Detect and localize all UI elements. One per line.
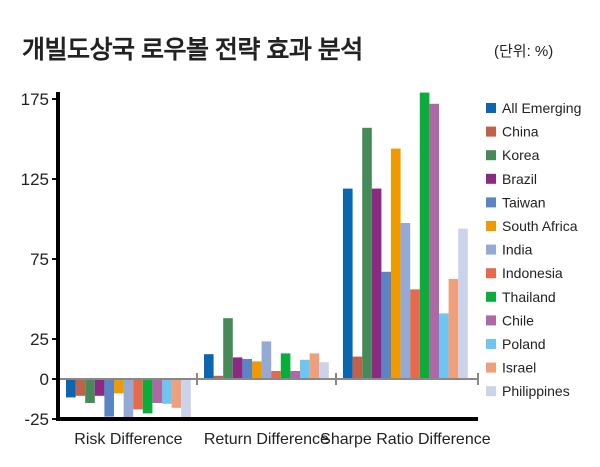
bar-taiwan bbox=[242, 359, 252, 379]
bar-chile bbox=[290, 371, 300, 379]
legend-label: Taiwan bbox=[502, 194, 546, 210]
chart-title: 개빌도상국 로우볼 전략 효과 분석 bbox=[22, 36, 363, 64]
bar-thailand bbox=[142, 379, 153, 414]
bar-taiwan bbox=[381, 271, 391, 379]
legend-swatch bbox=[486, 268, 496, 279]
bar-china bbox=[75, 379, 86, 396]
bar-korea bbox=[362, 127, 372, 379]
bar-chile bbox=[429, 103, 439, 380]
bar-all-emerging bbox=[343, 188, 353, 379]
y-tick-label: 25 bbox=[30, 330, 49, 349]
legend-swatch bbox=[486, 315, 496, 326]
bar-korea bbox=[85, 379, 95, 403]
x-category-label: Return Difference bbox=[204, 431, 329, 448]
bar-poland bbox=[300, 359, 310, 379]
bar-brazil bbox=[371, 188, 382, 379]
x-category-label: Sharpe Ratio Difference bbox=[320, 431, 491, 448]
bar-korea bbox=[223, 318, 233, 379]
bar-chile bbox=[152, 379, 162, 403]
bar-brazil bbox=[232, 357, 243, 379]
legend-label: Brazil bbox=[502, 171, 537, 187]
legend-label: India bbox=[502, 242, 533, 258]
bar-all-emerging bbox=[66, 379, 76, 398]
legend-swatch bbox=[486, 221, 496, 231]
legend-swatch bbox=[486, 244, 496, 255]
bar-indonesia bbox=[133, 379, 143, 410]
bar-israel bbox=[171, 379, 182, 408]
legend-swatch bbox=[486, 197, 496, 208]
bar-china bbox=[352, 356, 363, 379]
legend-label: Chile bbox=[502, 312, 534, 328]
y-tick-label: 75 bbox=[30, 250, 49, 269]
y-tick-label: 125 bbox=[21, 170, 49, 189]
y-tick-label: 0 bbox=[40, 370, 49, 389]
legend-label: All Emerging bbox=[502, 100, 581, 116]
bar-india bbox=[261, 341, 272, 379]
legend-label: Israel bbox=[502, 360, 536, 376]
legend-swatch bbox=[486, 386, 496, 397]
bar-thailand bbox=[280, 353, 291, 379]
legend-label: Poland bbox=[502, 336, 546, 352]
bar-indonesia bbox=[271, 371, 281, 379]
legend-label: Thailand bbox=[502, 289, 556, 305]
bar-south-africa bbox=[391, 148, 401, 379]
unit-note: (단위: %) bbox=[494, 43, 554, 60]
bar-poland bbox=[162, 379, 172, 404]
bar-all-emerging bbox=[204, 354, 214, 379]
legend-label: China bbox=[502, 124, 539, 140]
legend-label: Philippines bbox=[502, 383, 570, 399]
legend-swatch bbox=[486, 126, 496, 137]
legend-swatch bbox=[486, 150, 496, 161]
bar-israel bbox=[448, 279, 459, 379]
legend-swatch bbox=[486, 291, 496, 302]
legend-swatch bbox=[486, 103, 496, 113]
x-category-label: Risk Difference bbox=[74, 431, 182, 448]
legend-swatch bbox=[486, 362, 496, 373]
bar-philippines bbox=[458, 228, 468, 379]
legend-swatch bbox=[486, 339, 496, 349]
bar-south-africa bbox=[252, 361, 262, 379]
legend-label: Korea bbox=[502, 147, 540, 163]
bar-india bbox=[400, 223, 411, 379]
bar-philippines bbox=[181, 379, 191, 419]
bar-indonesia bbox=[410, 289, 420, 379]
y-tick-label: 175 bbox=[21, 90, 49, 109]
y-tick-label: -25 bbox=[24, 410, 49, 429]
bar-south-africa bbox=[114, 379, 124, 394]
bar-philippines bbox=[319, 362, 329, 379]
legend-label: South Africa bbox=[502, 218, 578, 234]
legend-swatch bbox=[486, 173, 496, 184]
bar-taiwan bbox=[104, 379, 114, 417]
bar-israel bbox=[309, 353, 320, 379]
bar-brazil bbox=[94, 379, 105, 396]
bar-china bbox=[213, 375, 224, 379]
bar-india bbox=[123, 379, 134, 419]
bar-poland bbox=[439, 313, 449, 379]
legend-label: Indonesia bbox=[502, 265, 563, 281]
bar-thailand bbox=[419, 92, 430, 379]
